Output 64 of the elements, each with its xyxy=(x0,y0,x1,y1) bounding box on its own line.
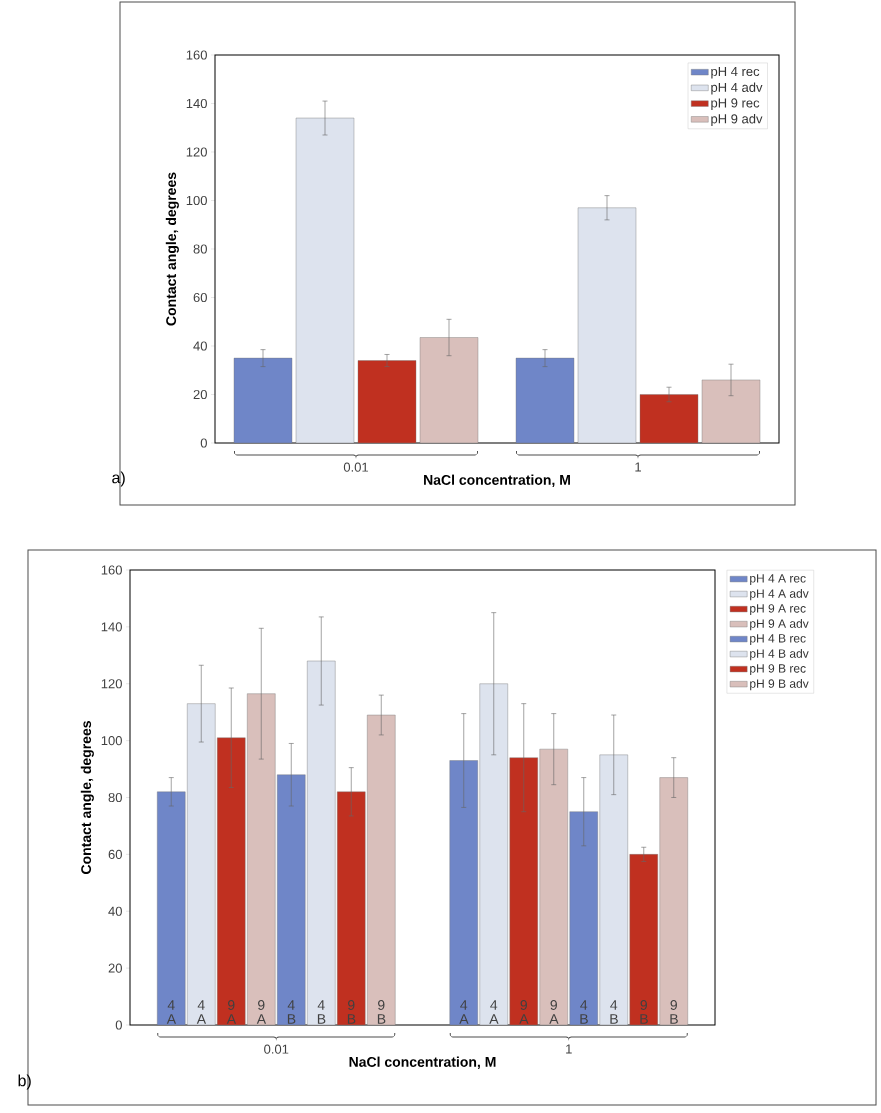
legend-label: pH 4 B rec xyxy=(750,634,806,645)
annotation: 4 A xyxy=(489,1000,499,1024)
y-tick-label: 160 xyxy=(101,565,122,575)
y-tick-label: 100 xyxy=(101,736,122,746)
y-tick-label: 120 xyxy=(186,147,207,157)
bar xyxy=(419,337,479,444)
bar xyxy=(515,357,575,444)
annotation: 9 B xyxy=(640,1000,648,1024)
annotation: 9 A xyxy=(226,1000,237,1024)
y-tick-label: 140 xyxy=(186,98,207,109)
annotation: 4 A xyxy=(459,1000,469,1024)
bar xyxy=(701,379,761,444)
legend-label: pH 4 rec xyxy=(711,66,760,79)
annotation: 4 B xyxy=(317,1000,326,1024)
legend-label: pH 9 adv xyxy=(711,113,763,127)
y-tick-label: 160 xyxy=(186,50,207,60)
x-tick-label: 0.01 xyxy=(343,462,369,472)
annotation: 9 B xyxy=(670,1000,678,1024)
annotation: 4 B xyxy=(287,1000,296,1024)
y-tick-label: 100 xyxy=(186,195,207,206)
y-tick-label: 20 xyxy=(108,963,122,973)
legend-label: pH 9 rec xyxy=(711,98,760,111)
y-tick-label: 40 xyxy=(108,906,122,916)
x-axis-title: NaCl concentration, M xyxy=(424,474,570,487)
x-axis-title: NaCl concentration, M xyxy=(349,1056,496,1069)
legend-label: pH 9 B rec xyxy=(750,664,806,676)
y-tick-label: 0 xyxy=(115,1020,122,1030)
x-tick-label: 1 xyxy=(635,462,641,472)
bar xyxy=(233,357,293,444)
bar xyxy=(295,117,355,444)
bar xyxy=(577,207,637,444)
legend-label: pH 9 A rec xyxy=(750,604,806,616)
legend-label: pH 9 A adv xyxy=(750,619,809,631)
y-tick-label: 60 xyxy=(193,292,207,303)
legend-label: pH 4 B adv xyxy=(750,648,809,661)
y-tick-label: 140 xyxy=(101,622,122,632)
text: a) xyxy=(112,471,125,487)
annotation: 9 A xyxy=(256,1000,267,1024)
x-tick-label: 0.01 xyxy=(264,1044,289,1054)
y-tick-label: 120 xyxy=(101,679,122,689)
annotation: 4 A xyxy=(196,1000,207,1024)
annotation: 9 A xyxy=(519,1000,529,1024)
y-tick-label: 40 xyxy=(193,341,207,351)
annotation: 4 A xyxy=(166,1000,177,1024)
annotation: 9 B xyxy=(347,1000,356,1024)
y-tick-label: 0 xyxy=(200,438,207,448)
legend-label: pH 9 B adv xyxy=(750,679,809,691)
y-tick-label: 80 xyxy=(108,792,122,803)
legend-label: pH 4 A adv xyxy=(750,588,809,601)
y-axis-title: Contact angle, degrees xyxy=(80,721,94,874)
annotation: 9 B xyxy=(377,1000,386,1024)
y-tick-label: 80 xyxy=(193,244,207,254)
annotation: 4 B xyxy=(580,1000,588,1024)
annotation: 9 A xyxy=(549,1000,559,1024)
text: b) xyxy=(18,1074,31,1090)
y-axis-title: Contact angle, degrees xyxy=(165,172,179,326)
legend-label: pH 4 A rec xyxy=(750,574,806,585)
y-tick-label: 60 xyxy=(108,849,122,859)
annotation: 4 B xyxy=(610,1000,618,1024)
bar xyxy=(639,394,699,444)
bar xyxy=(357,360,417,444)
x-tick-label: 1 xyxy=(566,1044,572,1054)
legend-label: pH 4 adv xyxy=(711,82,763,95)
y-tick-label: 20 xyxy=(193,389,207,400)
